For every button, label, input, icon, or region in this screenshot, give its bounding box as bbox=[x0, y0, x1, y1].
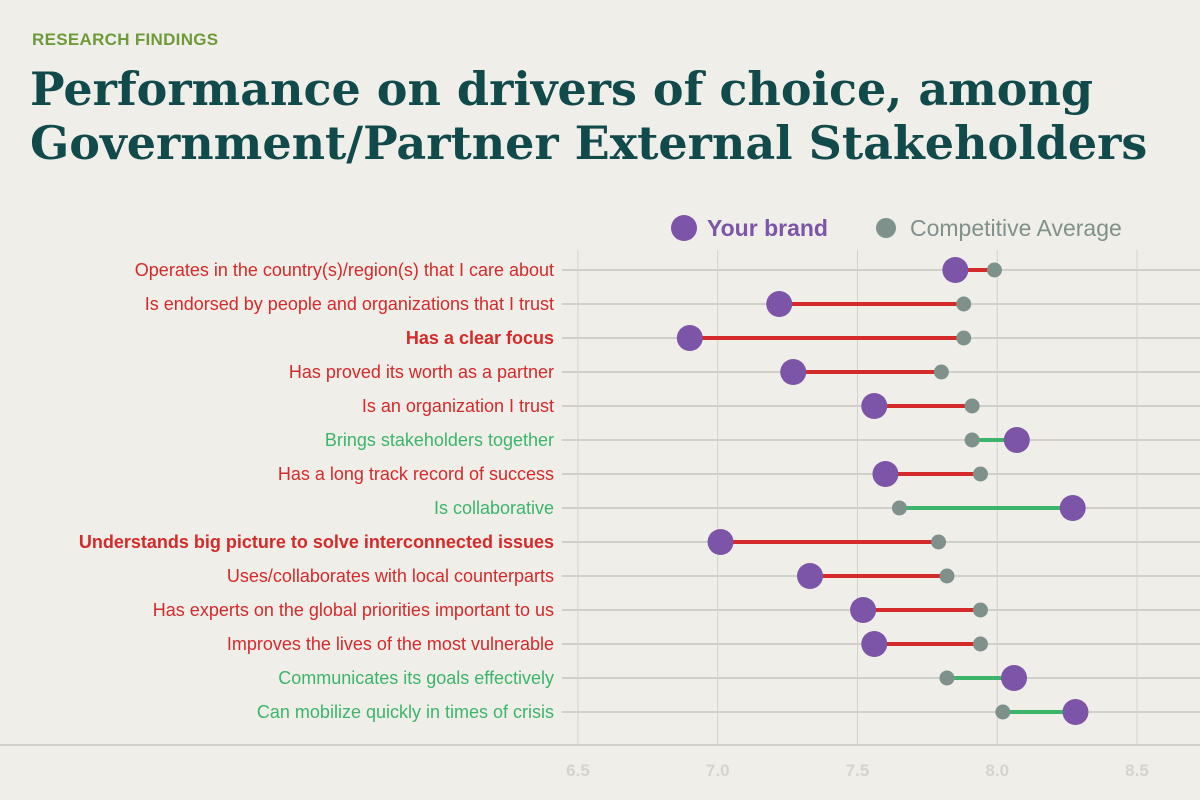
competitive-average-point bbox=[931, 534, 947, 550]
brand-point bbox=[676, 325, 703, 351]
category-label: Is endorsed by people and organizations … bbox=[145, 294, 554, 314]
category-label: Has experts on the global priorities imp… bbox=[153, 600, 554, 620]
brand-point bbox=[1062, 699, 1089, 725]
section-eyebrow: RESEARCH FINDINGS bbox=[32, 30, 219, 49]
chart-legend: Your brand Competitive Average bbox=[671, 215, 1122, 241]
brand-point bbox=[780, 359, 807, 385]
legend-competitive-swatch bbox=[876, 218, 896, 238]
competitive-average-point bbox=[995, 704, 1011, 720]
brand-point bbox=[766, 291, 793, 317]
brand-point bbox=[872, 461, 899, 487]
category-label: Brings stakeholders together bbox=[325, 430, 554, 450]
competitive-average-point bbox=[891, 500, 907, 516]
legend-competitive-label: Competitive Average bbox=[910, 215, 1122, 241]
x-tick-label: 7.5 bbox=[846, 761, 870, 780]
brand-point bbox=[1003, 427, 1030, 453]
competitive-average-point bbox=[939, 670, 955, 686]
category-labels: Operates in the country(s)/region(s) tha… bbox=[79, 260, 554, 722]
x-tick-label: 7.0 bbox=[706, 761, 730, 780]
x-tick-label: 8.0 bbox=[985, 761, 1009, 780]
brand-point bbox=[1001, 665, 1028, 691]
category-label: Is an organization I trust bbox=[362, 396, 554, 416]
competitive-average-point bbox=[956, 296, 972, 312]
brand-point bbox=[796, 563, 823, 589]
x-axis-ticks: 6.5 7.0 7.5 8.0 8.5 bbox=[566, 761, 1149, 780]
competitive-average-point bbox=[986, 262, 1002, 278]
competitive-average-point bbox=[972, 636, 988, 652]
brand-point bbox=[1059, 495, 1086, 521]
competitive-average-point bbox=[964, 432, 980, 448]
brand-point bbox=[861, 393, 888, 419]
legend-brand-swatch bbox=[671, 215, 697, 241]
competitive-average-point bbox=[972, 602, 988, 618]
category-label: Can mobilize quickly in times of crisis bbox=[257, 702, 554, 722]
category-label: Is collaborative bbox=[434, 498, 554, 518]
chart-marks bbox=[676, 257, 1089, 725]
competitive-average-point bbox=[939, 568, 955, 584]
category-label: Has a long track record of success bbox=[278, 464, 554, 484]
competitive-average-point bbox=[956, 330, 972, 346]
category-label: Uses/collaborates with local counterpart… bbox=[227, 566, 554, 586]
category-label: Understands big picture to solve interco… bbox=[79, 532, 554, 552]
category-label: Has a clear focus bbox=[406, 328, 554, 348]
category-label: Improves the lives of the most vulnerabl… bbox=[227, 634, 554, 654]
brand-point bbox=[850, 597, 877, 623]
category-label: Has proved its worth as a partner bbox=[289, 362, 554, 382]
brand-point bbox=[707, 529, 734, 555]
vertical-gridlines bbox=[577, 250, 1138, 745]
category-label: Operates in the country(s)/region(s) tha… bbox=[135, 260, 554, 280]
chart-title: Performance on drivers of choice, among … bbox=[30, 62, 1148, 170]
competitive-average-point bbox=[964, 398, 980, 414]
brand-point bbox=[861, 631, 888, 657]
competitive-average-point bbox=[972, 466, 988, 482]
brand-point bbox=[942, 257, 969, 283]
competitive-average-point bbox=[933, 364, 949, 380]
legend-brand-label: Your brand bbox=[707, 215, 828, 241]
x-tick-label: 8.5 bbox=[1125, 761, 1149, 780]
category-label: Communicates its goals effectively bbox=[278, 668, 554, 688]
x-tick-label: 6.5 bbox=[566, 761, 590, 780]
